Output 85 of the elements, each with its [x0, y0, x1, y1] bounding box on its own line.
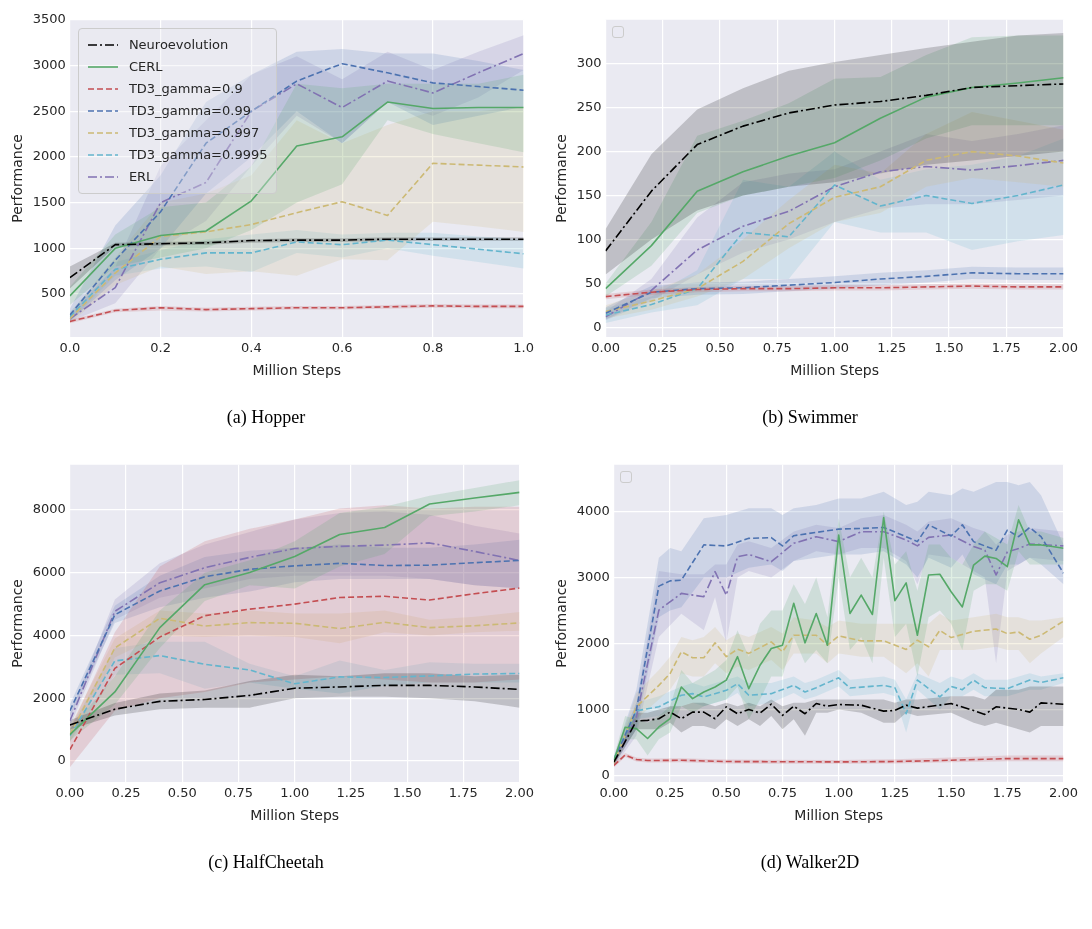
y-tick-label: 1500 — [32, 194, 66, 209]
y-tick-label: 6000 — [32, 564, 66, 580]
y-tick-label: 1000 — [32, 239, 66, 255]
x-tick-label: 1.25 — [877, 340, 907, 356]
y-tick-label: 0 — [593, 318, 602, 334]
text: (b) Swimmer — [762, 406, 858, 428]
y-tick-label: 4000 — [32, 626, 66, 642]
x-tick-label: 0.25 — [111, 785, 141, 801]
x-tick-label: 0.00 — [591, 340, 621, 356]
x-tick-label: 1.50 — [936, 785, 966, 801]
line-series — [605, 184, 1064, 316]
x-tick-label: 0.75 — [224, 785, 253, 801]
y-tick-label: 3000 — [576, 568, 610, 584]
y-tick-label: 0 — [601, 766, 610, 782]
y-tick-label: 100 — [576, 230, 602, 246]
x-tick-label: 0.4 — [241, 340, 262, 356]
y-axis-title: Performance — [9, 579, 26, 668]
x-axis-title: Million Steps — [252, 361, 342, 378]
x-tick-label: 0.2 — [150, 340, 171, 356]
y-tick-label: 500 — [41, 285, 66, 301]
y-tick-label: 150 — [576, 186, 602, 202]
x-tick-label: 0.50 — [711, 785, 741, 801]
legend-label: TD3_gamma=0.997 — [128, 123, 260, 142]
line-series — [605, 272, 1064, 315]
x-tick-label: 1.0 — [513, 340, 535, 356]
x-tick-label: 1.00 — [820, 340, 850, 356]
x-tick-label: 1.50 — [934, 340, 964, 356]
x-tick-label: 1.00 — [824, 785, 854, 801]
y-tick-label: 0 — [57, 752, 66, 768]
x-tick-label: 0.50 — [167, 785, 197, 801]
x-tick-label: 0.8 — [422, 340, 444, 356]
x-tick-label: 1.75 — [992, 785, 1022, 801]
text: (d) Walker2D — [760, 851, 860, 873]
x-tick-label: 0.25 — [655, 785, 685, 801]
legend-label: ERL — [128, 167, 154, 186]
y-tick-label: 250 — [576, 99, 602, 115]
x-tick-label: 1.25 — [880, 785, 910, 801]
x-tick-label: 0.0 — [59, 340, 81, 356]
x-axis-title: Million Steps — [790, 361, 879, 378]
y-tick-label: 1000 — [576, 700, 610, 716]
y-tick-label: 2000 — [576, 634, 610, 650]
x-tick-label: 0.00 — [55, 785, 85, 801]
x-axis-title: Million Steps — [250, 806, 340, 823]
legend-label: TD3_gamma=0.9 — [128, 79, 243, 98]
legend-label: TD3_gamma=0.9995 — [128, 145, 268, 164]
line-series — [69, 684, 520, 726]
x-axis-title: Million Steps — [794, 806, 884, 823]
legend-label: TD3_gamma=0.99 — [128, 101, 251, 120]
y-tick-label: 2000 — [32, 689, 66, 705]
x-tick-label: 1.25 — [336, 785, 366, 801]
text: (c) HalfCheetah — [208, 851, 324, 873]
y-tick-label: 8000 — [32, 501, 66, 517]
x-tick-label: 1.00 — [280, 785, 310, 801]
x-tick-label: 2.00 — [1049, 785, 1078, 801]
x-tick-label: 2.00 — [505, 785, 534, 801]
x-tick-label: 0.75 — [768, 785, 797, 801]
x-tick-label: 1.75 — [991, 340, 1021, 356]
y-tick-label: 3500 — [32, 11, 66, 27]
x-tick-label: 0.25 — [648, 340, 678, 356]
x-tick-label: 1.75 — [448, 785, 478, 801]
x-tick-label: 0.75 — [762, 340, 792, 356]
legend-label: Neuroevolution — [128, 35, 229, 54]
y-tick-label: 200 — [576, 142, 602, 158]
x-tick-label: 0.6 — [331, 340, 353, 356]
y-axis-title: Performance — [9, 134, 26, 223]
y-tick-label: 4000 — [576, 503, 610, 518]
line-series — [69, 587, 520, 751]
y-axis-title: Performance — [553, 134, 570, 223]
legend-label: CERL — [128, 57, 163, 76]
y-tick-label: 50 — [585, 274, 602, 290]
line-series — [69, 238, 524, 279]
y-tick-label: 2500 — [32, 102, 66, 118]
text: (a) Hopper — [226, 406, 306, 428]
x-tick-label: 2.00 — [1049, 340, 1078, 356]
x-tick-label: 0.50 — [705, 340, 735, 356]
x-tick-label: 1.50 — [392, 785, 422, 801]
y-tick-label: 3000 — [32, 56, 66, 72]
line-series — [613, 702, 1064, 764]
y-tick-label: 2000 — [32, 148, 66, 164]
y-axis-title: Performance — [553, 579, 570, 668]
line-series — [69, 654, 520, 737]
y-tick-label: 300 — [576, 55, 602, 71]
line-series — [605, 83, 1064, 252]
x-tick-label: 0.00 — [599, 785, 629, 801]
line-series — [69, 162, 524, 320]
